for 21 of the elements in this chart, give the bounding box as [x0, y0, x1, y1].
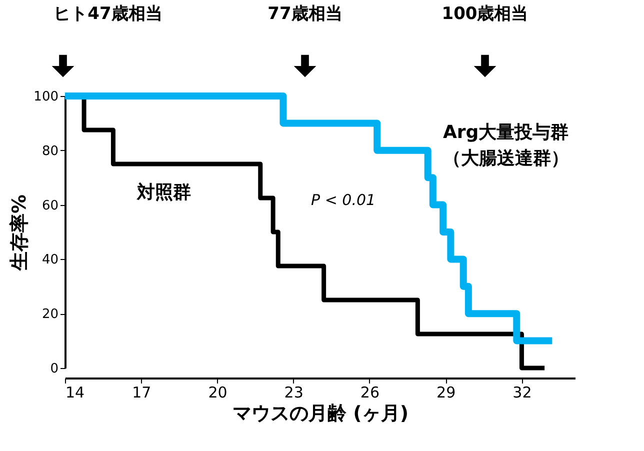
- x-tick-label: 32: [512, 384, 532, 402]
- text: ヒト47歳相当: [54, 4, 162, 24]
- y-tick-label: 40: [42, 252, 58, 268]
- y-axis-title: 生存率%: [8, 194, 31, 272]
- y-tick-label: 20: [42, 307, 58, 322]
- x-tick-label: 26: [360, 384, 380, 402]
- y-tick-label: 60: [42, 198, 58, 214]
- series-label: 対照群: [136, 182, 191, 203]
- x-tick-label: 17: [132, 384, 152, 402]
- series-label: Arg大量投与群（大腸送達群）: [443, 122, 569, 169]
- y-tick-label: 100: [34, 90, 58, 104]
- x-axis-title: マウスの月齢 (ヶ月): [232, 402, 408, 424]
- y-tick-label: 0: [50, 362, 58, 376]
- x-tick-label: 20: [208, 384, 228, 402]
- x-tick-label: 29: [436, 384, 456, 402]
- x-tick-label: 23: [284, 384, 304, 402]
- y-tick-label: 80: [42, 144, 58, 159]
- text: 77歳相当: [268, 4, 342, 24]
- text: 100歳相当: [442, 4, 528, 24]
- annotation: P < 0.01: [311, 191, 376, 209]
- x-tick-label: 14: [66, 384, 85, 402]
